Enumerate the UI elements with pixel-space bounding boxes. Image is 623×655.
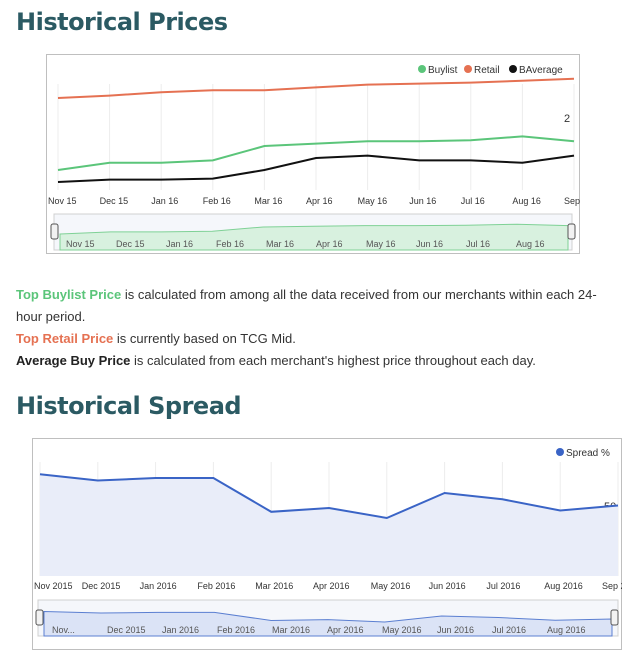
legend-buylist[interactable]: Buylist	[428, 65, 458, 76]
baverage-series-line	[57, 154, 575, 183]
average-text: is calculated from each merchant's highe…	[130, 353, 536, 368]
price-x-tick-label: Jan 16	[151, 196, 178, 206]
spread-x-tick-label: Feb 2016	[197, 581, 235, 591]
historical-spread-title: Historical Spread	[16, 392, 242, 420]
legend-buylist-dot	[418, 65, 426, 73]
navigator-tick-label: Apr 16	[316, 239, 343, 249]
navigator-tick-label: Apr 2016	[327, 625, 364, 635]
spread-x-tick-label: May 2016	[371, 581, 411, 591]
navigator-tick-label: Nov 15	[66, 239, 95, 249]
spread-x-axis-labels: Nov 2015 Dec 2015 Jan 2016 Feb 2016 Mar 2016…	[34, 581, 622, 591]
legend-spread[interactable]: Spread %	[566, 448, 610, 459]
navigator-labels: Nov 15 Dec 15 Jan 16 Feb 16 Mar 16 Apr 16 May …	[66, 239, 545, 249]
navigator-left-handle[interactable]	[50, 223, 59, 240]
legend-retail[interactable]: Retail	[474, 65, 500, 76]
spread-navigator[interactable]: Nov... Dec 2015 Jan 2016 Feb 2016 Mar 2016 Ap…	[35, 599, 619, 637]
navigator-tick-label: Jan 2016	[162, 625, 199, 635]
legend-baverage-dot	[509, 65, 517, 73]
legend-spread-dot	[556, 448, 564, 456]
y-tick-label: 2	[564, 113, 570, 125]
navigator-tick-label: May 16	[366, 239, 396, 249]
spread-x-tick-label: Jun 2016	[429, 581, 466, 591]
spread-x-tick-label: Sep 2016	[602, 581, 622, 591]
navigator-series-area	[43, 610, 613, 637]
navigator-tick-label: Aug 16	[516, 239, 545, 249]
spread-series-area	[40, 474, 618, 576]
navigator-left-handle[interactable]	[35, 609, 44, 626]
retail-text: is currently based on TCG Mid.	[113, 331, 296, 346]
buylist-term: Top Buylist Price	[16, 287, 122, 302]
navigator-tick-label: Aug 2016	[547, 625, 586, 635]
price-x-tick-label: Nov 15	[48, 196, 77, 206]
spread-x-tick-label: Dec 2015	[82, 581, 121, 591]
retail-description: Top Retail Price is currently based on T…	[16, 328, 296, 350]
navigator-tick-label: Nov...	[52, 625, 75, 635]
navigator-tick-label: Jul 16	[466, 239, 490, 249]
legend-retail-dot	[464, 65, 472, 73]
price-x-tick-label: Jul 16	[461, 196, 485, 206]
navigator-tick-label: Jun 2016	[437, 625, 474, 635]
price-x-tick-label: Mar 16	[254, 196, 282, 206]
navigator-tick-label: Dec 15	[116, 239, 145, 249]
historical-prices-title: Historical Prices	[16, 8, 228, 36]
navigator-right-handle[interactable]	[567, 223, 576, 240]
navigator-series-area	[59, 223, 569, 251]
spread-x-tick-label: Apr 2016	[313, 581, 350, 591]
spread-x-tick-label: Jul 2016	[486, 581, 520, 591]
buylist-text: is calculated from among all the data re…	[16, 287, 597, 324]
average-term: Average Buy Price	[16, 353, 131, 368]
price-x-tick-label: Apr 16	[306, 196, 333, 206]
price-x-tick-label: Dec 15	[100, 196, 129, 206]
price-x-tick-label: Feb 16	[203, 196, 231, 206]
buylist-description: Top Buylist Price is calculated from amo…	[16, 284, 616, 328]
spread-series-line	[39, 473, 619, 520]
navigator-tick-label: Dec 2015	[107, 625, 146, 635]
spread-x-tick-label: Mar 2016	[255, 581, 293, 591]
navigator-labels: Nov... Dec 2015 Jan 2016 Feb 2016 Mar 2016 Ap…	[52, 625, 586, 635]
buylist-series-line	[57, 135, 575, 171]
spread-x-tick-label: Aug 2016	[544, 581, 583, 591]
navigator-tick-label: Feb 2016	[217, 625, 255, 635]
price-legend[interactable]: Buylist Retail BAverage	[418, 65, 563, 76]
price-x-tick-label: Sep 16	[564, 196, 580, 206]
navigator-tick-label: May 2016	[382, 625, 422, 635]
price-x-tick-label: May 16	[358, 196, 388, 206]
spread-x-tick-label: Jan 2016	[140, 581, 177, 591]
retail-term: Top Retail Price	[16, 331, 114, 346]
price-x-tick-label: Jun 16	[409, 196, 436, 206]
navigator-tick-label: Jun 16	[416, 239, 443, 249]
spread-x-tick-label: Nov 2015	[34, 581, 73, 591]
navigator-right-handle[interactable]	[610, 609, 619, 626]
price-x-tick-label: Aug 16	[512, 196, 541, 206]
spread-legend[interactable]: Spread %	[556, 448, 610, 459]
price-navigator[interactable]: Nov 15 Dec 15 Jan 16 Feb 16 Mar 16 Apr 16 May …	[50, 213, 576, 251]
legend-baverage[interactable]: BAverage	[519, 65, 563, 76]
price-x-axis-labels: Nov 15 Dec 15 Jan 16 Feb 16 Mar 16 Apr 16 May …	[48, 196, 580, 206]
navigator-tick-label: Jan 16	[166, 239, 193, 249]
average-description: Average Buy Price is calculated from eac…	[16, 350, 536, 372]
navigator-tick-label: Mar 2016	[272, 625, 310, 635]
navigator-tick-label: Jul 2016	[492, 625, 526, 635]
retail-series-line	[57, 77, 575, 99]
historical-prices-chart[interactable]: Buylist Retail BAverage 2 Nov 15 Dec 15 Ja…	[46, 54, 580, 254]
navigator-tick-label: Mar 16	[266, 239, 294, 249]
navigator-tick-label: Feb 16	[216, 239, 244, 249]
